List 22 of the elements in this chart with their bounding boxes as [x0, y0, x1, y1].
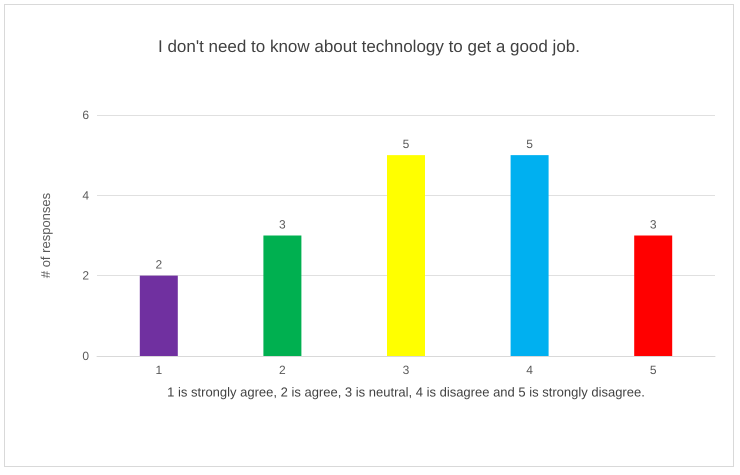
bar — [387, 155, 425, 356]
x-tick-label: 2 — [279, 363, 286, 377]
data-label: 5 — [402, 137, 410, 152]
x-tick-label: 3 — [402, 363, 410, 377]
bar — [263, 236, 302, 356]
y-axis-title: # of responses — [38, 192, 53, 278]
x-tick-label: 5 — [650, 363, 657, 377]
x-tick-label: 4 — [526, 363, 534, 377]
data-label: 3 — [650, 218, 657, 232]
bar — [510, 155, 549, 356]
y-tick-label: 6 — [82, 108, 90, 122]
y-tick-label: 4 — [82, 188, 90, 202]
data-label: 5 — [526, 137, 534, 152]
bar — [634, 236, 672, 356]
data-label: 3 — [279, 218, 286, 232]
x-axis-title: 1 is strongly agree, 2 is agree, 3 is neutral, 4 is disagree and 5 is strongly disagree. — [167, 384, 645, 400]
x-tick-label: 1 — [155, 363, 162, 377]
chart-title: I don't need to know about technology to get a good job. — [158, 37, 580, 56]
data-label: 2 — [155, 258, 162, 272]
y-tick-label: 0 — [82, 349, 90, 363]
y-tick-label: 2 — [82, 268, 90, 283]
bar — [140, 276, 178, 356]
